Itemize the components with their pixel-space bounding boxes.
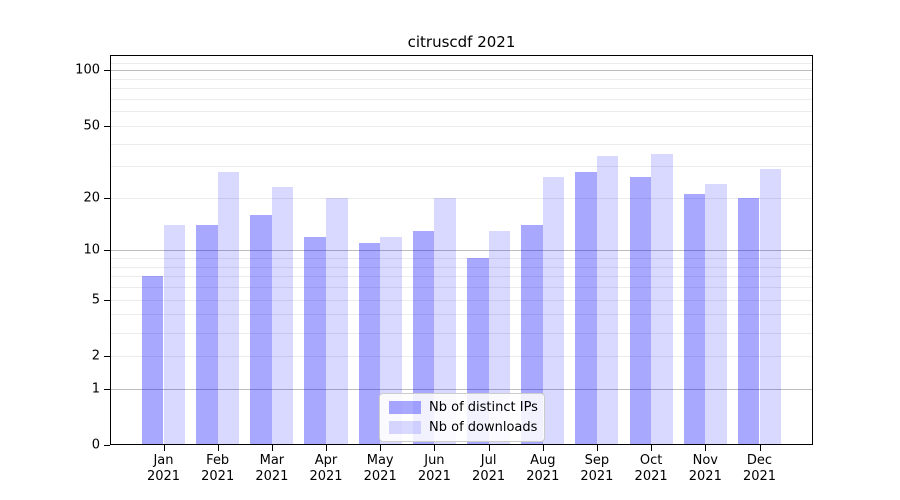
y-tick-label: 50: [83, 118, 100, 134]
y-tick-mark: [104, 250, 110, 252]
x-tick-mark: [651, 445, 653, 451]
bar-downloads: [651, 154, 673, 445]
x-tick-mark: [326, 445, 327, 451]
bar-distinct-ips: [412, 230, 435, 445]
minor-gridline: [111, 266, 812, 268]
y-tick-label: 5: [91, 292, 100, 307]
bar-distinct-ips: [683, 194, 706, 445]
bar-downloads: [434, 197, 456, 445]
x-tick-label: May 2021: [363, 453, 397, 484]
minor-gridline: [111, 197, 812, 199]
x-tick-mark: [705, 445, 707, 451]
x-tick-mark: [434, 445, 436, 451]
x-tick-label: Aug 2021: [526, 453, 560, 484]
x-tick-label: Jul 2021: [472, 453, 506, 484]
chart-title: citruscdf 2021: [407, 33, 516, 51]
minor-gridline: [111, 88, 812, 90]
x-tick-label: Oct 2021: [634, 453, 668, 484]
bar-downloads: [163, 225, 186, 445]
minor-gridline: [111, 276, 812, 278]
bar-distinct-ips: [629, 177, 652, 445]
bar-distinct-ips: [141, 276, 164, 445]
x-tick-mark: [596, 445, 598, 451]
x-tick-mark: [380, 445, 382, 451]
minor-gridline: [111, 314, 812, 316]
x-tick-mark: [759, 445, 761, 451]
y-tick-mark: [104, 125, 110, 127]
x-tick-label: Dec 2021: [742, 453, 777, 484]
minor-gridline: [111, 299, 812, 301]
bar-downloads: [380, 236, 402, 445]
minor-gridline: [111, 332, 812, 334]
legend-entry-distinct-ips: Nb of distinct IPs: [389, 400, 538, 415]
minor-gridline: [111, 78, 812, 80]
legend-swatch-downloads: [389, 421, 421, 434]
minor-gridline: [111, 125, 812, 127]
x-tick-label: Sep 2021: [580, 453, 614, 484]
y-tick-mark: [104, 388, 110, 390]
legend-entry-downloads: Nb of downloads: [389, 420, 538, 435]
bar-downloads: [326, 197, 348, 445]
bar-downloads: [217, 171, 240, 445]
minor-gridline: [111, 287, 812, 288]
bar-downloads: [705, 183, 727, 445]
bar-distinct-ips: [196, 225, 218, 445]
minor-gridline: [111, 258, 812, 260]
y-tick-label: 100: [75, 62, 100, 78]
major-gridline: [111, 70, 812, 72]
bar-downloads: [271, 187, 294, 445]
bar-distinct-ips: [358, 243, 381, 445]
legend-swatch-distinct-ips: [389, 401, 421, 414]
y-tick-label: 0: [91, 437, 100, 453]
legend-label-downloads: Nb of downloads: [429, 420, 538, 435]
bar-downloads: [488, 230, 511, 445]
x-tick-label: Apr 2021: [309, 453, 343, 484]
x-tick-mark: [488, 445, 490, 451]
x-tick-mark: [217, 445, 219, 451]
bar-downloads: [542, 177, 565, 445]
legend-label-distinct-ips: Nb of distinct IPs: [429, 400, 538, 415]
x-tick-mark: [271, 445, 273, 451]
minor-gridline: [111, 62, 812, 64]
x-tick-mark: [542, 445, 544, 451]
minor-gridline: [111, 111, 812, 113]
minor-gridline: [111, 355, 812, 357]
legend: Nb of distinct IPs Nb of downloads: [379, 393, 545, 442]
plot-area: [110, 55, 813, 445]
x-tick-label: Mar 2021: [255, 453, 289, 484]
y-tick-label: 20: [83, 190, 100, 206]
y-tick-label: 10: [83, 242, 100, 258]
y-tick-mark: [104, 299, 110, 301]
major-gridline: [111, 388, 812, 390]
x-tick-label: Jan 2021: [146, 453, 181, 484]
y-tick-label: 1: [91, 381, 100, 397]
bar-distinct-ips: [575, 171, 597, 445]
y-tick-mark: [104, 197, 110, 199]
bar-downloads: [759, 168, 782, 445]
x-tick-label: Jun 2021: [417, 453, 451, 484]
x-tick-label: Nov 2021: [688, 453, 722, 484]
minor-gridline: [111, 98, 812, 100]
bar-distinct-ips: [737, 197, 760, 445]
bar-downloads: [596, 156, 619, 445]
minor-gridline: [111, 166, 812, 168]
x-tick-mark: [163, 445, 165, 451]
y-tick-mark: [104, 70, 110, 72]
y-tick-mark: [104, 445, 110, 446]
minor-gridline: [111, 143, 812, 145]
bar-distinct-ips: [304, 236, 326, 445]
x-tick-label: Feb 2021: [201, 453, 235, 484]
bar-distinct-ips: [250, 215, 272, 445]
bar-distinct-ips: [521, 225, 543, 445]
y-tick-mark: [104, 355, 110, 357]
major-gridline: [111, 250, 812, 252]
y-tick-label: 2: [91, 348, 100, 364]
